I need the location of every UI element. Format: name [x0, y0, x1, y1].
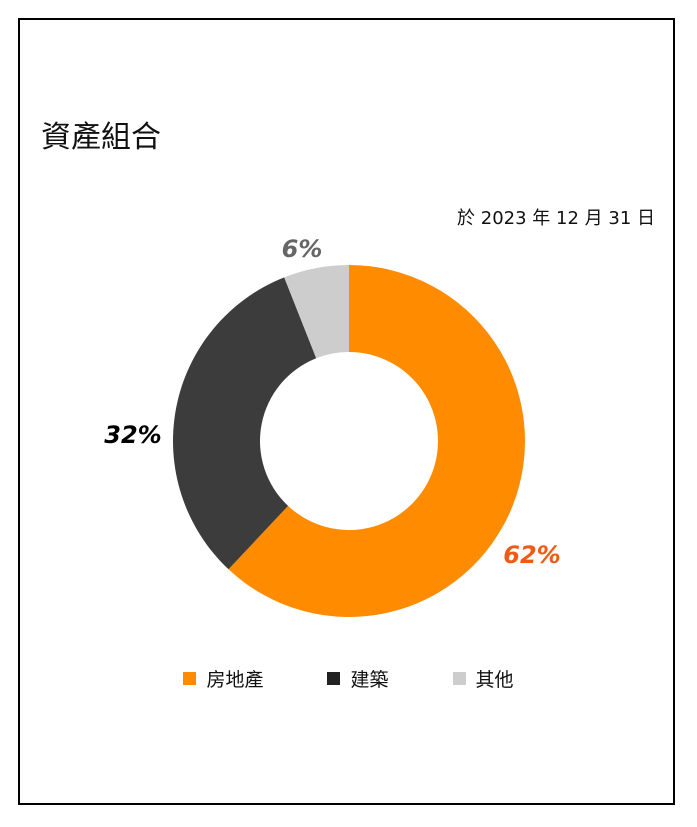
legend-item-2: 其他	[452, 665, 514, 692]
slice-2	[284, 265, 349, 359]
date-caption: 於 2023 年 12 月 31 日	[457, 208, 655, 229]
chart-legend: 房地產 建築 其他	[20, 665, 677, 692]
legend-label-1: 建築	[350, 669, 389, 691]
legend-label-2: 其他	[475, 669, 514, 691]
legend-swatch-1	[327, 672, 341, 685]
legend-label-0: 房地產	[206, 669, 264, 691]
legend-swatch-0	[183, 672, 197, 685]
slice-0	[228, 265, 526, 617]
legend-item-0: 房地產	[183, 665, 263, 692]
legend-swatch-2	[452, 672, 466, 685]
slice-1	[173, 277, 317, 570]
slice-label-2: 6%	[282, 235, 323, 263]
slice-label-0: 62%	[503, 541, 560, 569]
page-title: 資產組合	[41, 120, 161, 155]
slice-label-1: 32%	[104, 421, 161, 449]
chart-frame: 資產組合 於 2023 年 12 月 31 日 62% 32% 6% 房地產 建築 其他	[18, 18, 675, 805]
donut-chart: 62% 32% 6%	[104, 235, 561, 617]
legend-item-1: 建築	[327, 665, 389, 692]
